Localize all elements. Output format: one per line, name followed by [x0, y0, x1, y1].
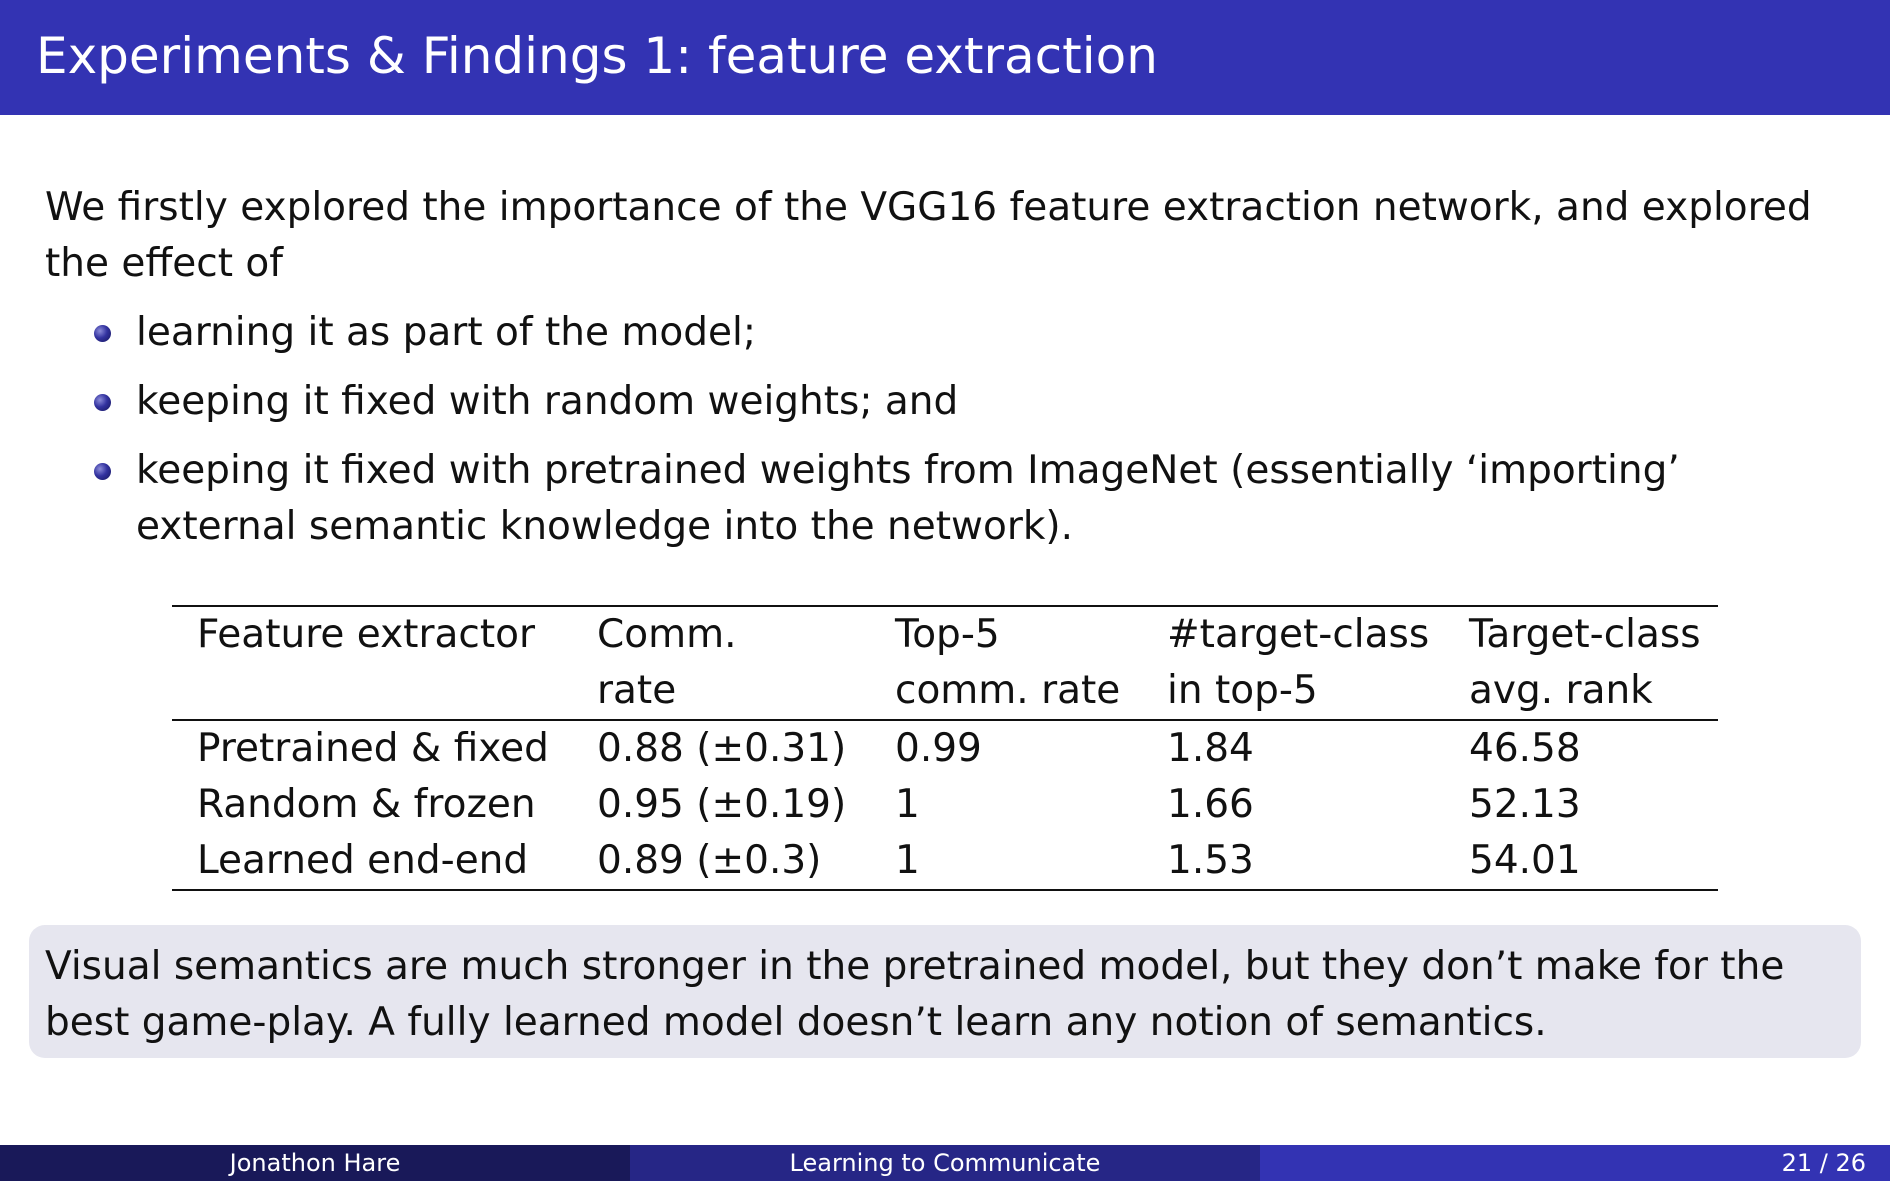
footer-page-section: 21 / 26	[1260, 1145, 1890, 1181]
bullet-text: keeping it fixed with random weights; an…	[136, 379, 959, 424]
table-cell: 46.58	[1469, 726, 1581, 771]
bullet-item: keeping it fixed with random weights; an…	[94, 374, 1836, 430]
header-top5-comm-rate: Top-5 comm. rate	[870, 606, 1142, 720]
header-line: in top-5	[1167, 668, 1318, 713]
footer-author-text: Jonathon Hare	[229, 1149, 401, 1177]
bullet-text: keeping it fixed with pretrained weights…	[136, 448, 1680, 549]
results-table: Feature extractor Comm. rate Top-5 comm.…	[172, 605, 1718, 891]
header-target-class-top5: #target-class in top-5	[1142, 606, 1444, 720]
table-cell: 52.13	[1469, 782, 1581, 827]
footer-talk-title-text: Learning to Communicate	[789, 1149, 1101, 1177]
table-cell: Random & frozen	[197, 782, 536, 827]
table-cell: 0.89 (±0.3)	[597, 838, 822, 883]
table-cell: 1.66	[1167, 782, 1254, 827]
results-table-container: Feature extractor Comm. rate Top-5 comm.…	[172, 605, 1718, 891]
header-comm-rate: Comm. rate	[572, 606, 870, 720]
header-target-class-rank: Target-class avg. rank	[1444, 606, 1718, 720]
summary-text: Visual semantics are much stronger in th…	[45, 944, 1785, 1045]
table-cell: 0.95 (±0.19)	[597, 782, 847, 827]
table-cell: 1.53	[1167, 838, 1254, 883]
bullet-icon	[94, 325, 111, 342]
title-bar: Experiments & Findings 1: feature extrac…	[0, 0, 1890, 115]
header-line: rate	[597, 668, 677, 713]
header-line: Feature extractor	[197, 612, 536, 657]
table-cell: 1	[895, 782, 920, 827]
header-line: avg. rank	[1469, 668, 1653, 713]
page-number: 21 / 26	[1781, 1149, 1866, 1177]
table-cell: 1	[895, 838, 920, 883]
table-row: Pretrained & fixed 0.88 (±0.31) 0.99 1.8…	[172, 720, 1718, 777]
table-cell: 54.01	[1469, 838, 1581, 883]
table-row: Random & frozen 0.95 (±0.19) 1 1.66 52.1…	[172, 777, 1718, 833]
table-cell: 0.88 (±0.31)	[597, 726, 847, 771]
table-cell: Pretrained & fixed	[197, 726, 549, 771]
header-line: comm. rate	[895, 668, 1121, 713]
table-cell: Learned end-end	[197, 838, 529, 883]
footer-bar: Jonathon Hare Learning to Communicate 21…	[0, 1145, 1890, 1181]
footer-author: Jonathon Hare	[0, 1145, 630, 1181]
header-line: #target-class	[1167, 612, 1430, 657]
header-feature-extractor: Feature extractor	[172, 606, 572, 720]
table-cell: 1.84	[1167, 726, 1254, 771]
slide-title: Experiments & Findings 1: feature extrac…	[36, 27, 1158, 85]
intro-paragraph: We firstly explored the importance of th…	[45, 185, 1812, 286]
table-row: Learned end-end 0.89 (±0.3) 1 1.53 54.01	[172, 833, 1718, 890]
header-line: Comm.	[597, 612, 737, 657]
bullet-icon	[94, 463, 111, 480]
bullet-item: learning it as part of the model;	[94, 305, 1836, 361]
summary-box: Visual semantics are much stronger in th…	[29, 925, 1861, 1058]
bullet-item: keeping it fixed with pretrained weights…	[94, 443, 1836, 555]
table-cell: 0.99	[895, 726, 982, 771]
bullet-icon	[94, 394, 111, 411]
footer-talk-title: Learning to Communicate	[630, 1145, 1260, 1181]
header-line: Target-class	[1469, 612, 1701, 657]
header-line	[197, 663, 572, 719]
header-line: Top-5	[895, 612, 1000, 657]
table-header-row: Feature extractor Comm. rate Top-5 comm.…	[172, 606, 1718, 720]
bullet-text: learning it as part of the model;	[136, 310, 756, 355]
